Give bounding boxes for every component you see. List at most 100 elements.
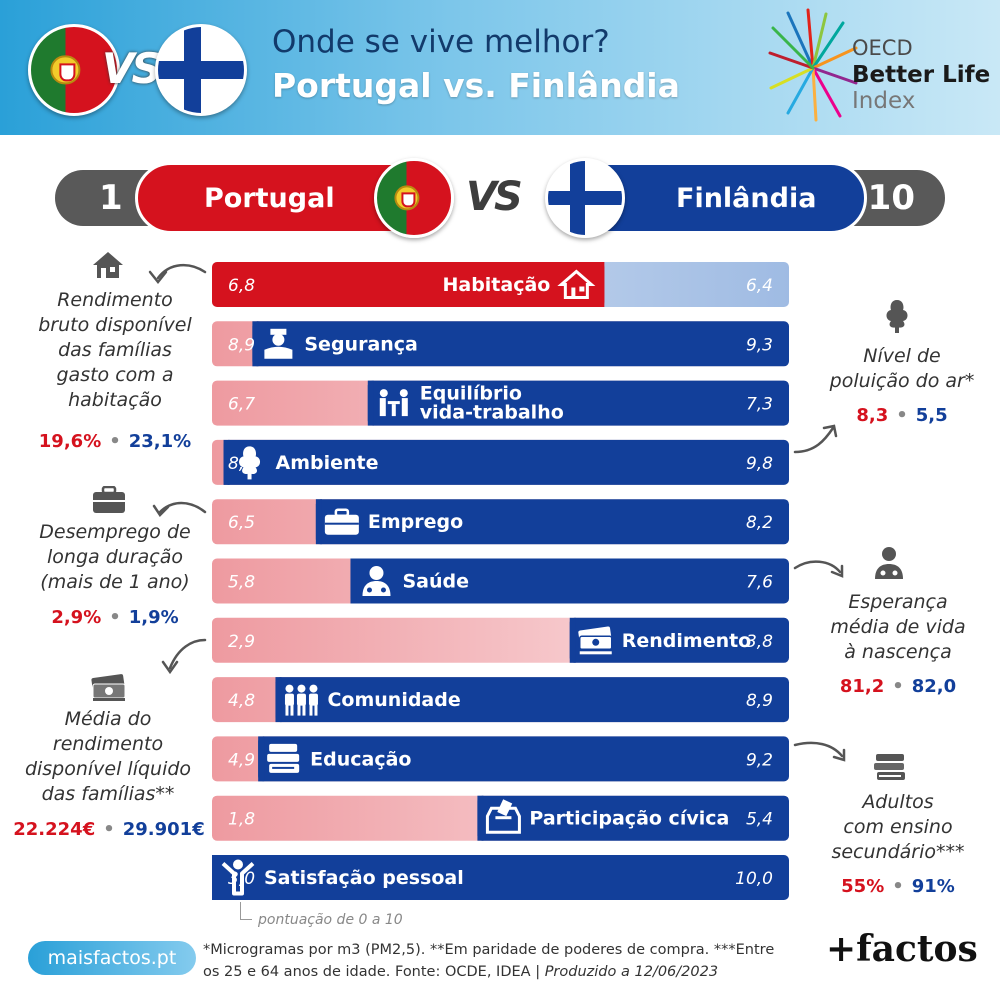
note-habitacao-line: habitação <box>68 389 162 411</box>
briefcase-icon <box>324 508 359 535</box>
site-link[interactable]: maisfactos.pt <box>28 941 196 975</box>
page-title: Portugal vs. Finlândia <box>272 66 680 105</box>
value-label-finland: 7,6 <box>746 573 773 593</box>
people-icon <box>284 684 318 716</box>
arrow-rendimento <box>168 638 207 670</box>
arrow-habitacao-head <box>148 270 168 285</box>
bar-finland <box>258 736 789 782</box>
police-icon <box>264 328 293 359</box>
value-label-portugal: 8,9 <box>228 335 255 355</box>
note-habitacao-line: gasto com a <box>56 364 174 386</box>
bar-portugal <box>212 262 605 307</box>
doctor-icon <box>875 547 903 579</box>
footnote-text: *Microgramas por m3 (PM2,5). **Em parida… <box>203 942 775 980</box>
money-icon <box>578 626 613 655</box>
category-label: Satisfação pessoal <box>264 867 464 889</box>
bar-finland <box>252 321 789 367</box>
books-icon <box>874 754 905 780</box>
page-subtitle: Onde se vive melhor? <box>272 24 610 60</box>
category-label: Emprego <box>368 511 463 533</box>
note-esperanca-line: Esperança <box>848 591 948 613</box>
category-label: Educação <box>310 748 411 770</box>
header-banner: VS Onde se vive melhor? Portugal vs. Fin… <box>0 0 1000 135</box>
value-label-finland: 6,4 <box>746 276 773 296</box>
note-habitacao-line: bruto disponível <box>38 314 192 336</box>
oecd-label: OECD <box>852 36 913 60</box>
note-desemprego-values: 2,9% • 1,9% <box>51 607 179 628</box>
value-label-finland: 9,2 <box>746 750 773 770</box>
value-label-finland: 5,4 <box>746 810 773 830</box>
value-label-portugal: 1,8 <box>228 810 255 830</box>
happy-person-icon <box>221 859 255 896</box>
note-adultos-values: 55% • 91% <box>841 876 955 897</box>
note-adultos: Adultos com ensino secundário*** <box>800 790 996 865</box>
bar-finland-edge <box>367 380 374 426</box>
brand-logo: +factos <box>826 928 978 970</box>
chart-row: Participação cívica 1,8 5,4 <box>212 795 789 841</box>
arrow-emprego-head <box>152 504 170 517</box>
value-label-finland: 8,2 <box>746 513 773 533</box>
category-label: Equilíbrio <box>420 383 522 405</box>
better-life-label: Better Life <box>852 62 991 88</box>
bar-finland <box>367 380 789 426</box>
value-label-portugal: 2,9 <box>228 632 255 652</box>
bar-finland-edge <box>212 855 218 900</box>
note-adultos-line: Adultos <box>862 791 934 813</box>
note-rendimento-line: disponível líquido <box>24 758 192 780</box>
ranking-vs: VS <box>466 174 523 220</box>
category-label: Segurança <box>304 333 418 355</box>
note-poluicao-line: Nível de <box>863 345 941 367</box>
category-label: Habitação <box>442 274 550 296</box>
value-label-finland: 8,9 <box>746 691 773 711</box>
note-rendimento: Média do rendimento disponível líquido das … <box>8 707 208 807</box>
bar-finland <box>477 795 789 841</box>
bar-finland-edge <box>223 439 230 485</box>
note-esperanca-line: média de vida <box>830 616 966 638</box>
note-desemprego-line: Desemprego de <box>39 521 191 543</box>
note-poluicao-line: poluição do ar* <box>829 370 975 392</box>
value-label-portugal: 4,9 <box>228 750 255 770</box>
value-label-portugal: 5,8 <box>228 573 255 593</box>
bar-finland <box>223 439 790 485</box>
bar-finland-edge <box>569 617 576 663</box>
bar-finland <box>275 677 790 723</box>
bar-finland <box>569 617 789 663</box>
value-label-portugal: 6,5 <box>228 513 255 533</box>
bar-finland-edge <box>258 736 265 782</box>
doctor-icon <box>362 566 391 596</box>
note-desemprego: Desemprego de longa duração (mais de 1 ano… <box>20 520 210 595</box>
arrow-educacao <box>793 741 844 758</box>
arrow-saude-head <box>830 564 844 578</box>
house-icon <box>93 252 123 278</box>
bar-finland <box>350 558 789 604</box>
chart-row: Satisfação pessoal 3,0 10,0 <box>212 855 789 900</box>
books-icon <box>267 743 300 773</box>
chart-row: Habitação 6,8 6,4 <box>212 262 789 307</box>
note-rendimento-line: rendimento <box>52 733 164 755</box>
value-label-finland: 10,0 <box>735 869 773 889</box>
note-poluicao: Nível de poluição do ar* <box>808 344 996 394</box>
bar-finland-edge <box>350 558 357 604</box>
arrow-emprego <box>158 501 207 514</box>
briefcase-icon <box>93 486 125 513</box>
finland-flag-icon <box>155 24 247 116</box>
house-icon <box>557 269 596 299</box>
note-esperanca-values: 81,2 • 82,0 <box>839 676 957 697</box>
index-label: Index <box>852 88 916 114</box>
chart-row: Ambiente 8,1 9,8 <box>212 439 790 485</box>
oecd-logo-icon <box>768 8 858 122</box>
bar-portugal-edge <box>598 262 605 307</box>
arrow-ambiente-head <box>822 424 838 438</box>
value-label-portugal: 8,1 <box>228 454 255 474</box>
value-label-portugal: 6,8 <box>228 276 255 296</box>
bar-finland-edge <box>477 795 484 841</box>
note-habitacao-values: 19,6% • 23,1% <box>38 431 192 452</box>
bar-finland-edge <box>252 321 259 367</box>
category-label: Comunidade <box>327 689 460 711</box>
scale-corner <box>240 902 252 920</box>
footnote: *Microgramas por m3 (PM2,5). **Em parida… <box>203 939 783 983</box>
value-label-finland: 9,8 <box>746 454 773 474</box>
note-adultos-line: com ensino <box>843 816 953 838</box>
note-poluicao-values: 8,3 • 5,5 <box>856 405 948 426</box>
